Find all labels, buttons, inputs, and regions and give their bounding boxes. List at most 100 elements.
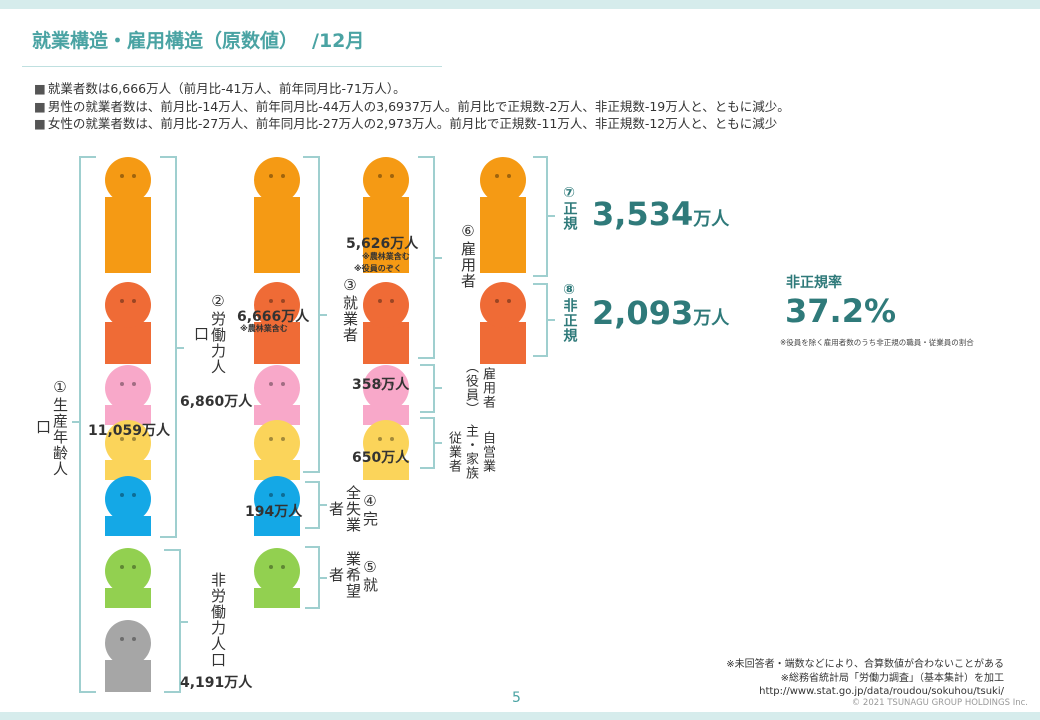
eye xyxy=(269,565,273,569)
page-title: 就業構造・雇用構造（原数値） /12月 xyxy=(32,26,364,53)
person-head xyxy=(363,282,409,328)
eye xyxy=(495,174,499,178)
eye xyxy=(132,493,136,497)
footnotes: ※未回答者・端数などにより、合算数値が合わないことがある ※総務省統計局「労働力… xyxy=(726,658,1004,699)
title-sub: /12月 xyxy=(312,30,365,52)
bullet-item: ■ 女性の就業者数は、前月比-27万人、前年同月比-27万人の2,973万人。前月… xyxy=(34,116,778,131)
page-number: 5 xyxy=(512,690,521,706)
unit: 万人 xyxy=(693,209,730,230)
value-employees: 5,626万人 xyxy=(346,236,419,252)
person-body xyxy=(254,197,300,273)
bullet-marker: ■ xyxy=(34,81,46,96)
top-band xyxy=(0,0,1040,9)
eye xyxy=(132,174,136,178)
person-body xyxy=(363,322,409,364)
value-unemployed: 194万人 xyxy=(245,504,303,520)
eye xyxy=(281,382,285,386)
eye xyxy=(507,299,511,303)
person-head xyxy=(363,420,409,466)
rate-note: ※役員を除く雇用者数のうち非正規の職員・従業員の割合 xyxy=(780,338,974,347)
person-body xyxy=(480,322,526,364)
person-body xyxy=(363,460,409,480)
person-head xyxy=(254,548,300,594)
value-labor-force: 6,860万人 xyxy=(180,394,253,410)
copyright: © 2021 TSUNAGU GROUP HOLDINGS Inc. xyxy=(851,698,1028,708)
summary-bullets: ■ 就業者数は6,666万人（前月比-41万人、前年同月比-71万人）。 ■ 男性の… xyxy=(34,80,790,133)
eye xyxy=(390,437,394,441)
eye xyxy=(281,437,285,441)
person-head xyxy=(363,365,409,411)
brace-self-employed xyxy=(420,417,442,469)
eye xyxy=(120,493,124,497)
label-employed: ③就業者 xyxy=(341,276,359,343)
person-head xyxy=(105,476,151,522)
regular-number: ⑦ xyxy=(563,185,575,201)
brace-not-labor xyxy=(164,549,188,693)
nonregular-text: 非正規 xyxy=(561,298,578,343)
person-body xyxy=(254,588,300,608)
rate-value: 37.2% xyxy=(785,292,897,330)
person-head xyxy=(105,365,151,411)
eye xyxy=(269,382,273,386)
brace-nonregular xyxy=(533,283,555,357)
eye xyxy=(120,637,124,641)
person-body xyxy=(105,588,151,608)
eye xyxy=(269,493,273,497)
label-not-labor-force: 非労働力人口 xyxy=(209,572,227,668)
footnote: ※総務省統計局「労働力調査」（基本集計）を加工 xyxy=(780,672,1004,684)
person-body xyxy=(105,460,151,480)
brace-executives xyxy=(420,364,442,413)
value-regular: 3,534万人 xyxy=(592,195,730,233)
eye xyxy=(269,174,273,178)
note-employees-2: ※役員のぞく xyxy=(354,264,402,273)
eye xyxy=(390,174,394,178)
brace-labor-force xyxy=(160,156,184,538)
value-not-labor-force: 4,191万人 xyxy=(180,675,253,691)
person-head xyxy=(480,282,526,328)
person-head xyxy=(254,157,300,203)
value-nonregular: 2,093万人 xyxy=(592,294,730,332)
source-link[interactable]: http://www.stat.go.jp/data/roudou/sokuho… xyxy=(759,686,1004,697)
label-executives: 雇用者（役員） xyxy=(463,360,495,416)
footnote: ※未回答者・端数などにより、合算数値が合わないことがある xyxy=(726,659,1004,670)
eye xyxy=(281,565,285,569)
unit: 万人 xyxy=(693,308,730,329)
brace-employees xyxy=(418,156,442,359)
person-head xyxy=(254,476,300,522)
eye xyxy=(378,382,382,386)
eye xyxy=(378,174,382,178)
label-working-age: ①生産年齢人口 xyxy=(34,377,69,477)
person-head xyxy=(363,157,409,203)
label-regular: ⑦ 正規 xyxy=(560,185,578,232)
eye xyxy=(120,382,124,386)
eye xyxy=(269,437,273,441)
bullet-item: ■ 男性の就業者数は、前月比-14万人、前年同月比-44万人の3,6937万人。前… xyxy=(34,98,790,114)
person-body xyxy=(254,405,300,425)
label-unemployed: ④完全失業者 xyxy=(327,485,379,533)
eye xyxy=(390,299,394,303)
bullet-item: ■ 就業者数は6,666万人（前月比-41万人、前年同月比-71万人）。 xyxy=(34,81,406,96)
title-rule xyxy=(22,66,442,67)
value-self-employed: 650万人 xyxy=(352,450,410,466)
person-body xyxy=(254,516,300,536)
brace-want-work xyxy=(305,546,327,609)
note-employed: ※農林業含む xyxy=(240,324,288,333)
person-body xyxy=(105,197,151,273)
eye xyxy=(281,174,285,178)
brace-employed xyxy=(303,156,327,473)
bottom-band xyxy=(0,712,1040,720)
brace-working-age xyxy=(72,156,96,693)
label-self-employed: 自営業主・家族従業者 xyxy=(446,424,495,480)
eye xyxy=(132,382,136,386)
person-body xyxy=(105,516,151,536)
eye xyxy=(495,299,499,303)
label-nonregular: ⑧ 非正規 xyxy=(560,283,578,344)
brace-unemployed xyxy=(305,481,327,529)
person-body xyxy=(105,322,151,364)
value-working-age: 11,059万人 xyxy=(88,423,171,439)
eye xyxy=(120,437,124,441)
title-main: 就業構造・雇用構造（原数値） xyxy=(32,30,299,52)
eye xyxy=(281,493,285,497)
person-body xyxy=(105,405,151,425)
